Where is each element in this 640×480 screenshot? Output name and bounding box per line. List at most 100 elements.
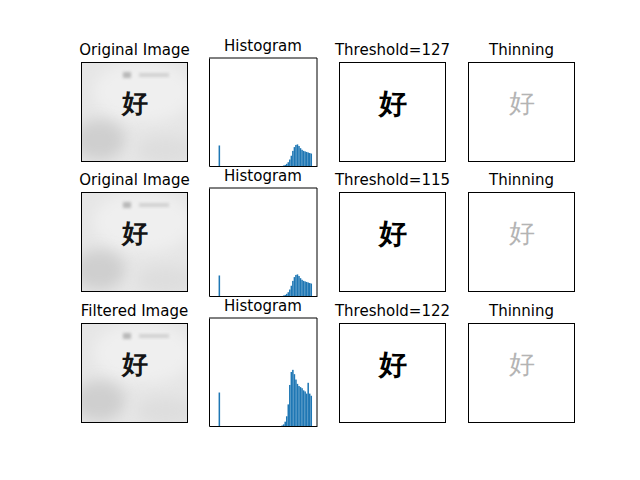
bars <box>219 370 312 426</box>
image-character: 好 <box>378 217 407 250</box>
histogram-bar <box>219 393 221 426</box>
image <box>468 192 575 292</box>
histogram-bar <box>252 166 254 167</box>
image-background <box>468 62 575 162</box>
histogram-bar <box>301 388 303 426</box>
histogram-bar <box>265 166 267 167</box>
frame <box>469 324 575 423</box>
histogram-bar <box>222 296 224 297</box>
plot-background <box>209 58 317 166</box>
histogram-bar <box>280 426 282 427</box>
image <box>468 62 575 162</box>
histogram-bar <box>223 296 225 297</box>
histogram-bar <box>246 296 248 297</box>
panel: Thinning好 <box>468 302 575 423</box>
panel: Original Image好 <box>73 41 196 164</box>
histogram-bar <box>243 296 245 297</box>
image-shading <box>81 120 125 160</box>
histogram-bar <box>240 166 242 167</box>
axis-line <box>209 59 210 167</box>
image-character: 好 <box>509 218 535 248</box>
image <box>468 323 575 423</box>
panel: Histogram <box>209 167 318 297</box>
histogram-bar <box>300 278 302 296</box>
plot-background <box>209 318 317 426</box>
histogram-bar <box>214 426 216 427</box>
histogram-bar <box>234 166 236 167</box>
image-smudge <box>123 333 131 339</box>
histogram-bar <box>288 404 290 426</box>
histogram-bar <box>245 166 247 167</box>
histogram-bar <box>261 166 263 167</box>
histogram-bar <box>304 281 306 296</box>
frame <box>82 324 188 423</box>
histogram-bar <box>242 166 244 167</box>
histogram-bar <box>301 280 303 296</box>
image <box>339 62 446 162</box>
histogram-bar <box>286 294 288 296</box>
histogram-bar <box>223 166 225 167</box>
histogram-bar <box>229 296 231 297</box>
histogram-bar <box>226 296 228 297</box>
figure: Original Image好HistogramThreshold=127好Th… <box>0 0 640 480</box>
histogram-bar <box>283 165 285 166</box>
histogram-bar <box>254 296 256 297</box>
histogram-bar <box>232 426 234 427</box>
histogram-bar <box>292 281 294 296</box>
histogram-bar <box>228 296 230 297</box>
histogram-bar <box>235 166 237 167</box>
histogram-bar <box>300 148 302 166</box>
histogram-bar <box>298 276 300 296</box>
histogram-bar <box>223 426 225 427</box>
image <box>81 323 188 423</box>
histogram-bar <box>275 426 277 427</box>
histogram-bar <box>237 166 239 167</box>
histogram-bar <box>306 282 308 296</box>
histogram-bar <box>309 283 311 296</box>
histogram-bar <box>228 426 230 427</box>
histogram-bar <box>248 426 250 427</box>
image-character: 好 <box>378 87 407 120</box>
histogram-bar <box>278 426 280 427</box>
histogram-bar <box>292 151 294 166</box>
histogram-bar <box>237 426 239 427</box>
image-shading <box>81 250 125 290</box>
image-background <box>468 192 575 292</box>
image-smudge <box>139 203 169 207</box>
image-background <box>339 192 446 292</box>
frame <box>209 188 317 189</box>
histogram-bar <box>254 426 256 427</box>
histogram-bar <box>300 387 302 426</box>
histogram-bar <box>237 296 239 297</box>
histogram-bar <box>310 154 312 166</box>
image-character: 好 <box>509 349 535 379</box>
image-smudge <box>123 202 131 208</box>
panel: Thinning好 <box>468 41 575 162</box>
histogram-bar <box>220 426 222 427</box>
histogram-bar <box>269 426 271 427</box>
bars <box>219 144 312 166</box>
histogram-bar <box>255 296 257 297</box>
histogram-bar <box>298 386 300 426</box>
y-axis <box>209 319 210 427</box>
histogram-bar <box>277 426 279 427</box>
histogram-bar <box>240 426 242 427</box>
image-character: 好 <box>121 349 148 379</box>
histogram-bar <box>274 426 276 427</box>
image-background <box>468 323 575 423</box>
histogram-bar <box>271 426 273 427</box>
image-shading <box>136 136 188 162</box>
panel: Original Image好 <box>73 171 196 294</box>
panel-title: Histogram <box>224 297 302 315</box>
histogram-bar <box>257 166 259 167</box>
histogram-bar <box>289 290 291 296</box>
y-axis <box>209 189 210 297</box>
frame <box>82 193 188 292</box>
image-smudge <box>139 334 169 338</box>
histogram-bar <box>272 296 274 297</box>
histogram-bar <box>251 166 253 167</box>
histogram-bar <box>268 166 270 167</box>
histogram-bar <box>265 426 267 427</box>
histogram-bar <box>232 296 234 297</box>
histogram-bar <box>217 296 219 297</box>
